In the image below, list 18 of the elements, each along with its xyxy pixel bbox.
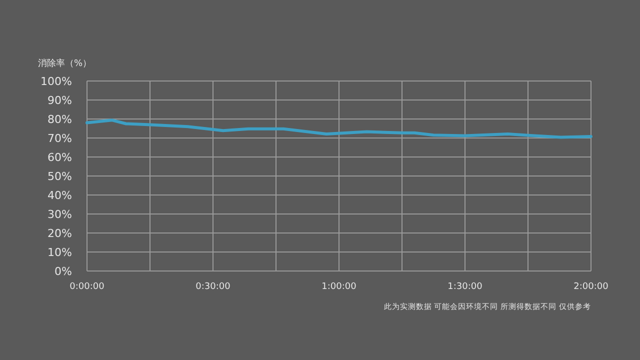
x-tick-label: 2:00:00 — [574, 282, 609, 292]
line-series — [86, 118, 592, 139]
y-tick-label: 30% — [48, 208, 72, 221]
y-tick-label: 60% — [48, 151, 72, 164]
y-tick-label: 70% — [48, 132, 72, 145]
y-tick-label: 90% — [48, 94, 72, 107]
y-tick-label: 100% — [40, 75, 72, 88]
x-tick-label: 1:30:00 — [448, 282, 483, 292]
y-axis-title: 消除率（%） — [38, 58, 92, 69]
y-tick-label: 0% — [54, 265, 72, 278]
x-tick-label: 0:30:00 — [196, 282, 231, 292]
y-tick-label: 10% — [48, 246, 72, 259]
x-tick-label: 0:00:00 — [70, 282, 105, 292]
y-tick-label: 20% — [48, 227, 72, 240]
y-tick-label: 40% — [48, 189, 72, 202]
y-tick-label: 80% — [48, 113, 72, 126]
y-tick-label: 50% — [48, 170, 72, 183]
x-tick-label: 1:00:00 — [322, 282, 357, 292]
